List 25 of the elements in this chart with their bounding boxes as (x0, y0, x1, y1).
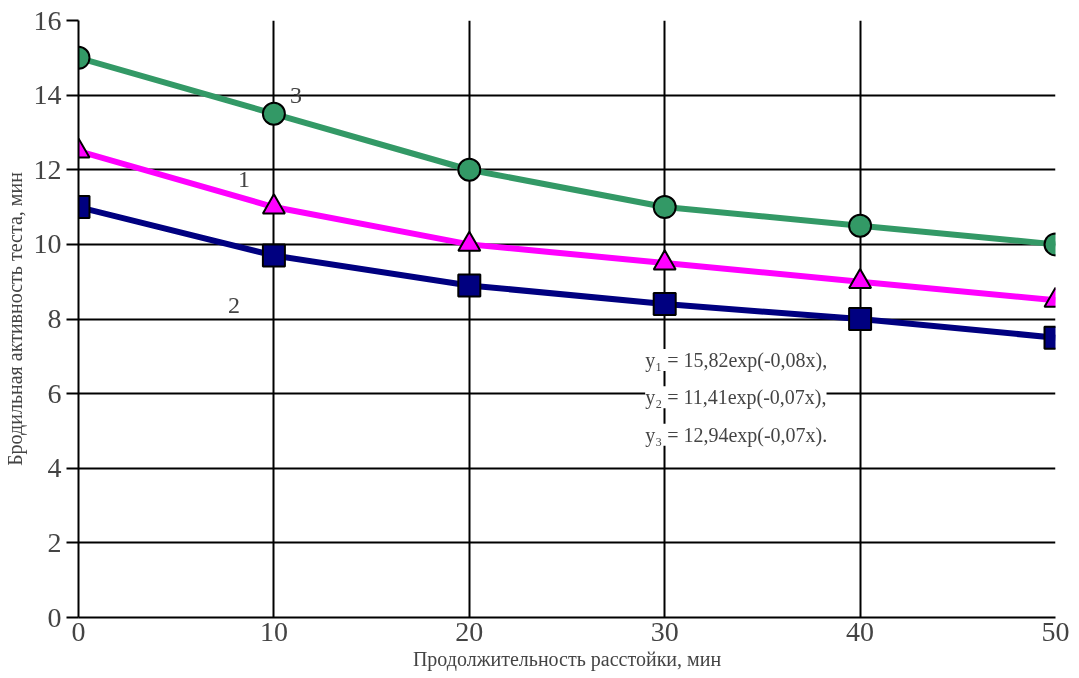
series-label: 2 (227, 292, 240, 319)
x-tick-label: 30 (650, 615, 679, 647)
y-tick-label: 4 (47, 452, 62, 484)
y-tick-label: 14 (33, 79, 62, 111)
point (652, 195, 677, 220)
y-tick-label: 8 (47, 303, 62, 334)
annotation: y₂ = 11,41exp(-0,07x), (645, 386, 827, 410)
x-tick-label: 50 (1041, 615, 1070, 647)
x-axis-title: Продолжительность расстойки, мин (412, 647, 722, 671)
x-tick-label: 0 (71, 615, 86, 647)
x-tick-label: 40 (846, 615, 875, 647)
y-tick-label: 2 (47, 526, 62, 558)
y-tick-label: 6 (47, 377, 62, 409)
annotation: y₃ = 12,94exp(-0,07x). (645, 423, 828, 447)
point (652, 292, 677, 317)
x-tick-label: 10 (259, 615, 288, 647)
y-tick-label: 10 (33, 228, 62, 260)
x-tick-label: 20 (455, 615, 484, 647)
y-tick-label: 16 (33, 4, 62, 36)
y-axis-title: Бродильная активность теста, мин (3, 171, 27, 466)
point (457, 273, 482, 298)
annotation: y₁ = 15,82exp(-0,08x), (645, 349, 828, 373)
point (457, 157, 482, 182)
y-tick-label: 12 (33, 153, 62, 185)
series-label: 1 (237, 165, 250, 192)
